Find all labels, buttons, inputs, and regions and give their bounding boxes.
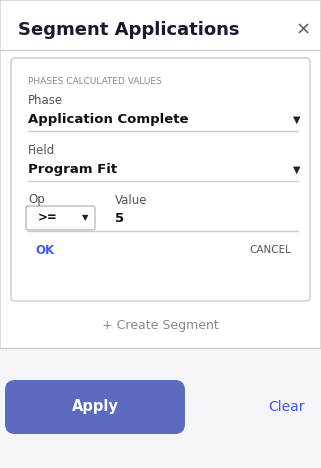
Text: OK: OK (35, 243, 54, 256)
Text: 5: 5 (115, 212, 124, 225)
Text: Phase: Phase (28, 94, 63, 107)
Text: ▼: ▼ (293, 165, 301, 175)
Text: + Create Segment: + Create Segment (102, 319, 218, 331)
Text: Value: Value (115, 193, 148, 206)
Text: Segment Applications: Segment Applications (18, 21, 239, 39)
Text: Apply: Apply (72, 400, 118, 415)
FancyBboxPatch shape (0, 348, 321, 468)
Text: ▼: ▼ (82, 213, 88, 222)
FancyBboxPatch shape (26, 206, 95, 230)
Text: PHASES CALCULATED VALUES: PHASES CALCULATED VALUES (28, 78, 162, 87)
Text: Clear: Clear (269, 400, 305, 414)
Text: ×: × (295, 21, 310, 39)
Text: Application Complete: Application Complete (28, 114, 188, 126)
Text: Program Fit: Program Fit (28, 163, 117, 176)
Text: >=: >= (38, 212, 58, 225)
FancyBboxPatch shape (5, 380, 185, 434)
FancyBboxPatch shape (11, 58, 310, 301)
Text: Field: Field (28, 145, 55, 158)
Text: CANCEL: CANCEL (249, 245, 291, 255)
Text: ▼: ▼ (293, 115, 301, 125)
Text: Op: Op (28, 193, 45, 206)
